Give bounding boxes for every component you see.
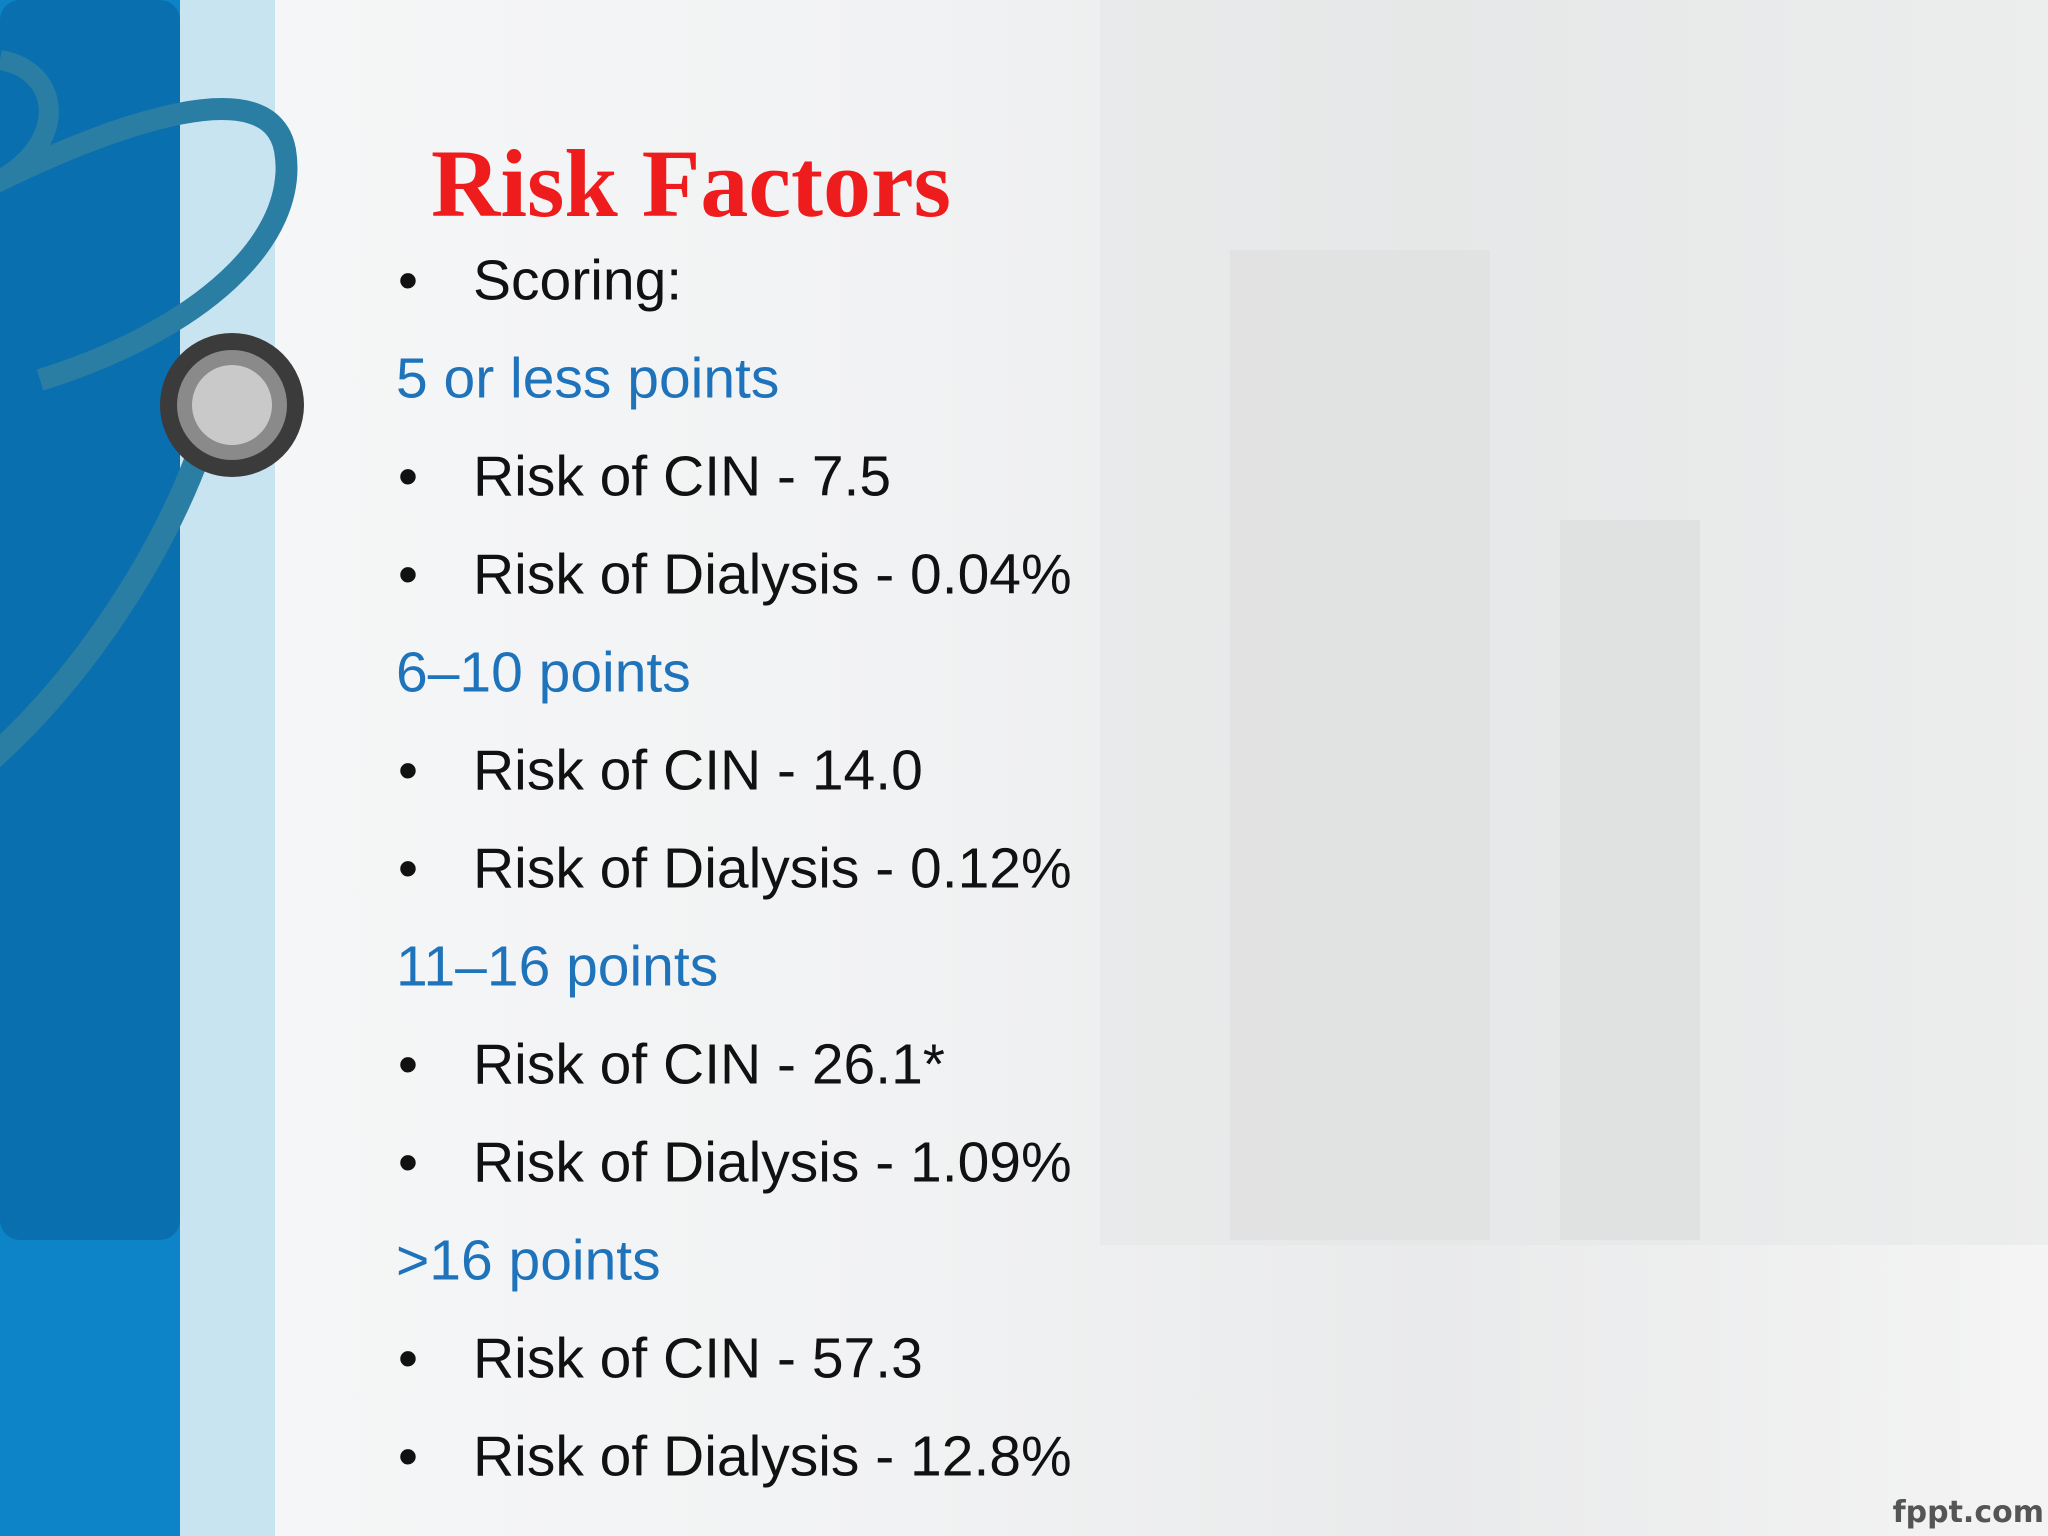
bullet-marker: • bbox=[398, 1326, 418, 1391]
bullet-item: Risk of Dialysis - 12.8% bbox=[473, 1424, 1072, 1489]
group-heading: 11–16 points bbox=[396, 934, 719, 999]
bullet-item: Risk of Dialysis - 0.04% bbox=[473, 542, 1072, 607]
bullet-item: Risk of Dialysis - 0.12% bbox=[473, 836, 1072, 901]
bullet-item: Risk of CIN - 57.3 bbox=[473, 1326, 923, 1391]
group-heading: 6–10 points bbox=[396, 640, 691, 705]
bullet-marker: • bbox=[398, 1130, 418, 1195]
bullet-marker: • bbox=[398, 836, 418, 901]
bullet-item: Risk of CIN - 26.1* bbox=[473, 1032, 945, 1097]
bullet-marker: • bbox=[398, 444, 418, 509]
bullet-marker: • bbox=[398, 1032, 418, 1097]
group-heading: >16 points bbox=[396, 1228, 661, 1293]
bullet-item: Risk of Dialysis - 1.09% bbox=[473, 1130, 1072, 1195]
slide-title: Risk Factors bbox=[431, 130, 951, 237]
bullet-item: Risk of CIN - 14.0 bbox=[473, 738, 923, 803]
bullet-marker: • bbox=[398, 738, 418, 803]
bullet-item: Risk of CIN - 7.5 bbox=[473, 444, 892, 509]
bullet-marker: • bbox=[398, 542, 418, 607]
bullet-marker: • bbox=[398, 1424, 418, 1489]
bullet-marker: • bbox=[398, 248, 418, 313]
bullet-item: Scoring: bbox=[473, 248, 683, 313]
group-heading: 5 or less points bbox=[396, 346, 780, 411]
footer: fppt.com bbox=[1892, 1495, 2044, 1530]
